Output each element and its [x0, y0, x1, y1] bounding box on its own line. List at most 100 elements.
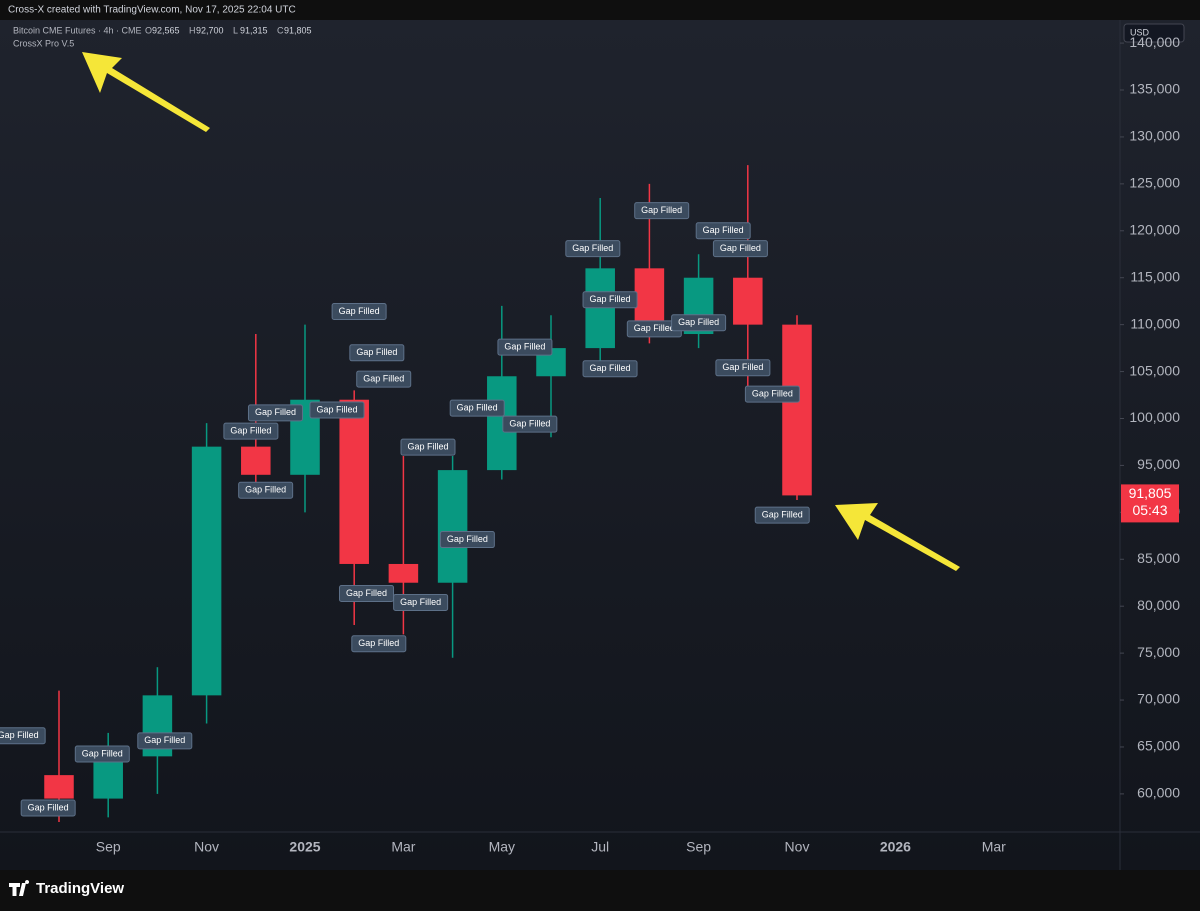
- brand: TradingView: [36, 880, 124, 897]
- annotation: Gap Filled: [572, 243, 613, 253]
- annotation-box: [238, 481, 294, 499]
- annotation: Gap Filled: [509, 418, 550, 428]
- candle-body: [93, 756, 123, 799]
- annotation: Gap Filled: [230, 426, 271, 436]
- arrow: [835, 503, 960, 571]
- plot-background: [0, 20, 1200, 870]
- currency[interactable]: USD: [1130, 27, 1150, 37]
- ohlc-key: L: [233, 25, 238, 35]
- candle-body: [437, 470, 468, 583]
- candle-body: [733, 277, 763, 325]
- annotation-box: [695, 222, 751, 240]
- annotation: Gap Filled: [678, 317, 719, 327]
- last-price-box: [1121, 484, 1179, 523]
- annotation-box: [712, 240, 768, 258]
- countdown: 05:43: [1132, 502, 1167, 518]
- y-tick-label: 125,000: [1129, 175, 1180, 191]
- annotation: Gap Filled: [363, 373, 404, 383]
- annotation: Gap Filled: [590, 363, 631, 373]
- x-tick-label: 2025: [289, 839, 320, 855]
- y-tick-label: 95,000: [1137, 456, 1180, 472]
- annotation: Gap Filled: [358, 638, 399, 648]
- symbol-title: Bitcoin CME Futures · 4h · CME: [13, 25, 142, 35]
- x-tick-label: Jul: [591, 839, 609, 855]
- ohlc-value: 92,700: [196, 25, 224, 35]
- annotation-box: [247, 404, 303, 422]
- annotation: Gap Filled: [339, 306, 380, 316]
- annotation-box: [582, 360, 638, 378]
- annotation: Gap Filled: [346, 588, 387, 598]
- annotation-box: [497, 338, 553, 356]
- annotation-box: [502, 415, 558, 433]
- logo: [9, 880, 30, 896]
- candle-body: [782, 324, 812, 496]
- last-price: 91,805: [1129, 485, 1172, 501]
- y-tick-label: 130,000: [1129, 128, 1180, 144]
- y-tick-label: 80,000: [1137, 597, 1180, 613]
- annotation-box: [339, 585, 394, 603]
- y-tick-label: 85,000: [1137, 550, 1180, 566]
- y-tick-label: 120,000: [1129, 221, 1180, 237]
- x-tick-label: 2026: [880, 839, 911, 855]
- annotation: Gap Filled: [255, 407, 296, 417]
- annotation: Gap Filled: [504, 342, 545, 352]
- annotation-box: [449, 399, 505, 417]
- annotation: Gap Filled: [82, 748, 123, 758]
- annotation-box: [223, 422, 279, 440]
- currency-box[interactable]: [1123, 23, 1185, 43]
- annotation: Gap Filled: [703, 225, 744, 235]
- candle-body: [191, 446, 222, 696]
- annotation-box: [565, 240, 621, 258]
- ohlc-key: C: [277, 25, 284, 35]
- annotation-box: [309, 401, 365, 419]
- ohlc-value: 91,805: [284, 25, 312, 35]
- x-tick-label: Nov: [785, 839, 810, 855]
- annotation: Gap Filled: [245, 485, 286, 495]
- annotation: Gap Filled: [762, 510, 803, 520]
- annotation: Gap Filled: [590, 294, 631, 304]
- annotation-box: [582, 291, 638, 309]
- candle-body: [388, 563, 419, 583]
- x-tick-label: Sep: [686, 839, 711, 855]
- annotation-box: [0, 727, 46, 745]
- ohlc-value: 92,565: [152, 25, 180, 35]
- candle-body: [339, 399, 369, 564]
- annotation-box: [356, 370, 412, 388]
- annotation-box: [74, 745, 130, 763]
- y-tick-label: 65,000: [1137, 738, 1180, 754]
- annotation-box: [351, 635, 407, 653]
- logo-icon: [9, 880, 30, 896]
- annotation-box: [439, 531, 495, 549]
- annotation-box: [744, 385, 800, 403]
- y-tick-label: 110,000: [1130, 315, 1180, 331]
- annotation-box: [20, 799, 76, 817]
- candle-body: [44, 775, 74, 799]
- x-tick-label: Mar: [391, 839, 415, 855]
- y-tick-label: 140,000: [1129, 34, 1180, 50]
- ohlc-key: O: [145, 25, 152, 35]
- annotation: Gap Filled: [316, 404, 357, 414]
- annotation-box: [754, 506, 810, 524]
- annotation: Gap Filled: [400, 597, 441, 607]
- x-tick-label: Sep: [96, 839, 121, 855]
- annotation: Gap Filled: [634, 323, 675, 333]
- ohlc-value: 91,315: [240, 25, 268, 35]
- y-tick-label: 105,000: [1129, 362, 1180, 378]
- annotation-box: [137, 732, 193, 750]
- annotation-box: [634, 202, 690, 220]
- y-tick-label: 60,000: [1137, 785, 1180, 801]
- y-tick-label: 70,000: [1137, 691, 1180, 707]
- annotation: Gap Filled: [407, 441, 448, 451]
- annotation: Gap Filled: [28, 802, 69, 812]
- arrow: [82, 52, 210, 132]
- credit: Cross-X created with TradingView.com, No…: [8, 5, 296, 16]
- annotation-box: [349, 344, 405, 362]
- annotation: Gap Filled: [447, 534, 488, 544]
- annotation: Gap Filled: [720, 243, 761, 253]
- x-tick-label: Nov: [194, 839, 219, 855]
- annotation: Gap Filled: [752, 388, 793, 398]
- annotation: Gap Filled: [0, 730, 39, 740]
- annotation: Gap Filled: [457, 403, 498, 413]
- y-tick-label: 135,000: [1129, 81, 1180, 97]
